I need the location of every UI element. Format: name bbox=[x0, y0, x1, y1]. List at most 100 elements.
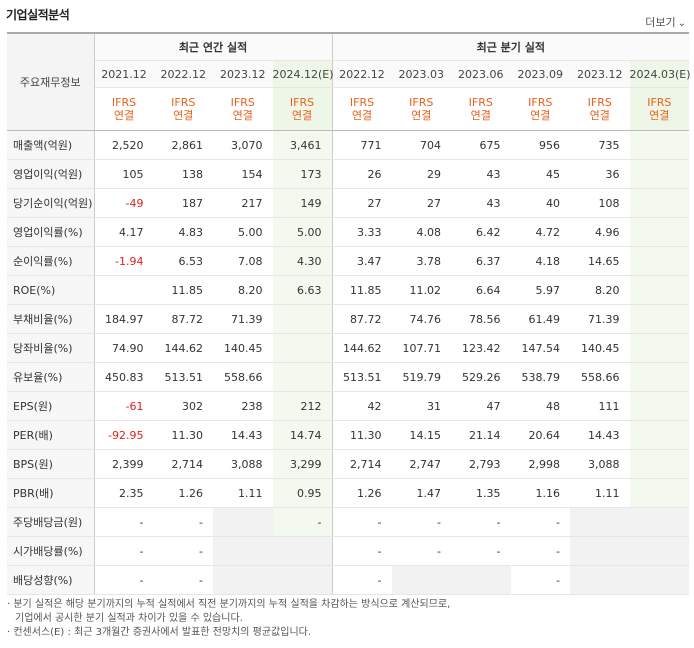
table-cell bbox=[272, 362, 333, 392]
table-cell: 14.43 bbox=[213, 420, 273, 450]
table-cell: 5.00 bbox=[272, 217, 333, 247]
table-cell bbox=[451, 565, 511, 595]
table-cell: 2,714 bbox=[332, 449, 392, 479]
table-cell: - bbox=[94, 565, 154, 595]
table-cell bbox=[570, 507, 630, 537]
table-cell: 11.02 bbox=[391, 275, 452, 305]
consolidated-label: 연결 bbox=[411, 109, 432, 122]
table-cell bbox=[272, 536, 333, 566]
table-cell: 21.14 bbox=[451, 420, 511, 450]
table-cell: 513.51 bbox=[332, 362, 392, 392]
table-cell: 26 bbox=[332, 159, 392, 189]
row-label: 배당성향(%) bbox=[7, 565, 95, 595]
table-cell: 2,747 bbox=[391, 449, 452, 479]
table-cell: 43 bbox=[451, 188, 511, 218]
table-cell: - bbox=[510, 565, 571, 595]
table-cell: 2.35 bbox=[94, 478, 154, 508]
more-link[interactable]: 더보기 ⌄ bbox=[645, 14, 686, 30]
table-cell: 302 bbox=[153, 391, 213, 421]
table-cell: 144.62 bbox=[332, 333, 392, 363]
table-cell: 144.62 bbox=[153, 333, 213, 363]
table-cell: 2,861 bbox=[153, 130, 213, 160]
table-cell: 43 bbox=[451, 159, 511, 189]
table-cell: 74.90 bbox=[94, 333, 154, 363]
table-cell: - bbox=[510, 507, 571, 537]
table-cell: 14.74 bbox=[272, 420, 333, 450]
ifrs-basis-label: IFRS 연결 bbox=[213, 87, 273, 131]
table-cell bbox=[629, 217, 690, 247]
table-row: 영업이익(억원) 105 138 154 173 26 29 43 45 36 bbox=[7, 159, 690, 189]
table-cell bbox=[629, 507, 690, 537]
table-cell: -61 bbox=[94, 391, 154, 421]
table-cell: - bbox=[272, 507, 333, 537]
table-cell bbox=[629, 304, 690, 334]
table-cell: 11.85 bbox=[153, 275, 213, 305]
table-cell: 2,714 bbox=[153, 449, 213, 479]
table-cell: 123.42 bbox=[451, 333, 511, 363]
ifrs-basis-label: IFRS 연결 bbox=[570, 87, 630, 131]
table-cell bbox=[213, 536, 273, 566]
table-cell: 513.51 bbox=[153, 362, 213, 392]
table-cell: 5.97 bbox=[510, 275, 571, 305]
consolidated-label: 연결 bbox=[232, 109, 253, 122]
table-row: EPS(원) -61 302 238 212 42 31 47 48 111 bbox=[7, 391, 690, 421]
table-cell: 74.76 bbox=[391, 304, 452, 334]
more-label: 더보기 bbox=[645, 16, 676, 29]
table-cell bbox=[213, 565, 273, 595]
row-label: PER(배) bbox=[7, 420, 95, 450]
table-cell: 1.11 bbox=[570, 478, 630, 508]
period-header: 2023.12 bbox=[213, 60, 273, 88]
table-cell: 1.16 bbox=[510, 478, 571, 508]
table-cell: 3,088 bbox=[213, 449, 273, 479]
ifrs-basis-label: IFRS 연결 bbox=[332, 87, 392, 131]
table-cell: 42 bbox=[332, 391, 392, 421]
table-cell: - bbox=[153, 565, 213, 595]
table-row: 매출액(억원) 2,520 2,861 3,070 3,461 771 704 675 956 7… bbox=[7, 130, 690, 160]
table-cell: 4.96 bbox=[570, 217, 630, 247]
table-cell: - bbox=[391, 507, 452, 537]
table-cell bbox=[629, 420, 690, 450]
table-cell: - bbox=[510, 536, 571, 566]
period-header: 2024.12(E) bbox=[272, 60, 334, 88]
table-cell: -92.95 bbox=[94, 420, 154, 450]
financial-summary-table: 주요재무정보 최근 연간 실적 최근 분기 실적 2021.12 2022.12 2… bbox=[7, 32, 691, 595]
table-cell: 1.47 bbox=[391, 478, 452, 508]
table-cell: 1.35 bbox=[451, 478, 511, 508]
table-cell bbox=[629, 565, 690, 595]
table-cell: 11.85 bbox=[332, 275, 392, 305]
ifrs-label: IFRS bbox=[289, 96, 315, 109]
financial-summary-table-wrap: 주요재무정보 최근 연간 실적 최근 분기 실적 2021.12 2022.12 2… bbox=[7, 32, 691, 595]
table-row: PER(배) -92.95 11.30 14.43 14.74 11.30 14.15 21.… bbox=[7, 420, 690, 450]
group-annual-header: 최근 연간 실적 bbox=[94, 32, 333, 61]
table-cell: 1.26 bbox=[332, 478, 392, 508]
table-cell bbox=[629, 391, 690, 421]
table-row: 부채비율(%) 184.97 87.72 71.39 87.72 74.76 78.56 61… bbox=[7, 304, 690, 334]
table-row: 영업이익률(%) 4.17 4.83 5.00 5.00 3.33 4.08 6.42 4.72… bbox=[7, 217, 690, 247]
table-cell: 8.20 bbox=[570, 275, 630, 305]
table-cell: - bbox=[153, 507, 213, 537]
table-cell: 111 bbox=[570, 391, 630, 421]
table-cell: 149 bbox=[272, 188, 333, 218]
table-row: 당기순이익(억원) -49 187 217 149 27 27 43 40 108 bbox=[7, 188, 690, 218]
table-cell: 78.56 bbox=[451, 304, 511, 334]
consolidated-label: 연결 bbox=[113, 109, 135, 122]
table-cell: 4.17 bbox=[94, 217, 154, 247]
table-cell: 11.30 bbox=[332, 420, 392, 450]
row-label: 매출액(억원) bbox=[7, 130, 95, 160]
table-cell: 29 bbox=[391, 159, 452, 189]
table-cell: 3,299 bbox=[272, 449, 333, 479]
table-cell: 27 bbox=[332, 188, 392, 218]
table-row: ROE(%) 11.85 8.20 6.63 11.85 11.02 6.64 5.97 8.2… bbox=[7, 275, 690, 305]
row-label: 유보율(%) bbox=[7, 362, 95, 392]
consolidated-label: 연결 bbox=[589, 109, 610, 122]
table-cell: -49 bbox=[94, 188, 154, 218]
table-cell: 6.37 bbox=[451, 246, 511, 276]
table-cell: 20.64 bbox=[510, 420, 571, 450]
table-row: 당좌비율(%) 74.90 144.62 140.45 144.62 107.71 123.… bbox=[7, 333, 690, 363]
table-cell: 27 bbox=[391, 188, 452, 218]
consolidated-label: 연결 bbox=[351, 109, 373, 122]
row-label: 당기순이익(억원) bbox=[7, 188, 95, 218]
table-cell: 140.45 bbox=[213, 333, 273, 363]
ifrs-basis-label: IFRS 연결 bbox=[94, 87, 154, 131]
period-header: 2021.12 bbox=[94, 60, 154, 88]
